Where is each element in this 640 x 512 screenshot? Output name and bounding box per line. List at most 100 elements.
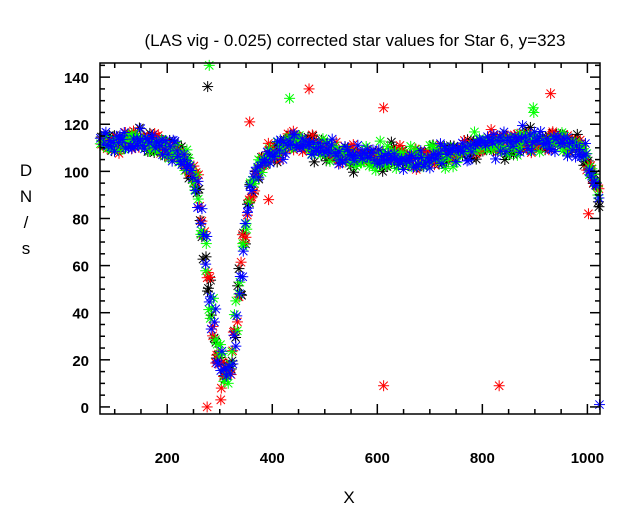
data-point xyxy=(211,356,223,368)
data-point xyxy=(227,358,239,370)
data-point xyxy=(284,92,296,104)
data-point xyxy=(493,380,505,392)
data-point xyxy=(195,217,207,229)
y-tick-label: 140 xyxy=(64,70,89,87)
data-point xyxy=(230,340,242,352)
data-point xyxy=(394,140,406,152)
data-point xyxy=(198,229,210,241)
data-point xyxy=(514,146,526,158)
data-point xyxy=(244,116,256,128)
y-tick-label: 40 xyxy=(72,306,89,323)
data-point xyxy=(412,158,424,170)
data-point xyxy=(215,394,227,406)
data-point xyxy=(253,171,265,183)
x-tick-label: 1000 xyxy=(571,450,604,467)
data-point xyxy=(239,217,251,229)
data-point xyxy=(424,162,436,174)
data-point xyxy=(350,160,362,172)
data-point xyxy=(166,155,178,167)
data-point xyxy=(268,151,280,163)
data-point xyxy=(243,202,255,214)
data-point xyxy=(490,153,502,165)
y-tick-label: 20 xyxy=(72,353,89,370)
data-point xyxy=(118,127,130,139)
data-point xyxy=(279,148,291,160)
data-point xyxy=(210,303,222,315)
y-axis-label-char: / xyxy=(24,213,29,232)
data-point xyxy=(378,102,390,114)
data-point xyxy=(289,128,301,140)
data-point xyxy=(561,132,573,144)
data-point xyxy=(192,193,204,205)
data-point xyxy=(480,139,492,151)
data-point xyxy=(405,149,417,161)
data-point xyxy=(156,134,168,146)
data-point xyxy=(287,129,299,141)
data-point xyxy=(256,166,268,178)
data-point xyxy=(187,172,199,184)
tick-labels: 200 400 600 800 1000 0 20 40 60 80 100 120 140 xyxy=(64,70,604,467)
data-point xyxy=(461,155,473,167)
data-point xyxy=(135,123,147,135)
data-point xyxy=(216,345,228,357)
data-point xyxy=(526,145,538,157)
data-point xyxy=(326,133,338,145)
data-point xyxy=(262,137,274,149)
data-points xyxy=(94,59,605,413)
data-point xyxy=(450,156,462,168)
data-point xyxy=(237,245,249,257)
data-point xyxy=(485,124,497,136)
data-point xyxy=(259,156,271,168)
data-point xyxy=(244,180,256,192)
data-point xyxy=(552,130,564,142)
data-point xyxy=(590,179,602,191)
data-point xyxy=(468,126,480,138)
data-point xyxy=(431,149,443,161)
data-point xyxy=(222,377,234,389)
data-point xyxy=(224,368,236,380)
data-point xyxy=(397,163,409,175)
data-point xyxy=(202,81,214,93)
data-point xyxy=(352,139,364,151)
data-point xyxy=(169,135,181,147)
data-point xyxy=(308,156,320,168)
x-tick-label: 400 xyxy=(260,450,285,467)
data-point xyxy=(208,316,220,328)
data-point xyxy=(436,157,448,169)
data-point xyxy=(535,125,547,137)
data-point xyxy=(202,282,214,294)
data-point xyxy=(117,133,129,145)
data-point xyxy=(303,83,315,95)
data-point xyxy=(100,126,112,138)
data-point xyxy=(185,164,197,176)
data-point xyxy=(582,208,594,220)
y-axis-label: DN / s xyxy=(20,161,32,258)
data-point xyxy=(528,106,540,118)
data-point xyxy=(382,140,394,152)
data-point xyxy=(549,146,561,158)
x-tick-label: 200 xyxy=(155,450,180,467)
data-point xyxy=(196,203,208,215)
data-point xyxy=(264,157,276,169)
plot-frame xyxy=(99,62,601,415)
data-point xyxy=(192,175,204,187)
data-point xyxy=(340,154,352,166)
data-point xyxy=(204,271,216,283)
data-point xyxy=(138,143,150,155)
data-point xyxy=(146,129,158,141)
data-point xyxy=(579,137,591,149)
data-point xyxy=(228,329,240,341)
data-point xyxy=(205,291,217,303)
x-tick-label: 600 xyxy=(365,450,390,467)
y-tick-label: 100 xyxy=(64,164,89,181)
data-point xyxy=(189,184,201,196)
y-tick-label: 0 xyxy=(81,400,89,417)
x-axis-label: X xyxy=(343,488,354,507)
data-point xyxy=(200,265,212,277)
y-axis-label-char: s xyxy=(22,239,31,258)
data-point xyxy=(226,346,238,358)
data-point xyxy=(593,192,605,204)
data-point xyxy=(162,148,174,160)
data-point xyxy=(201,230,213,242)
